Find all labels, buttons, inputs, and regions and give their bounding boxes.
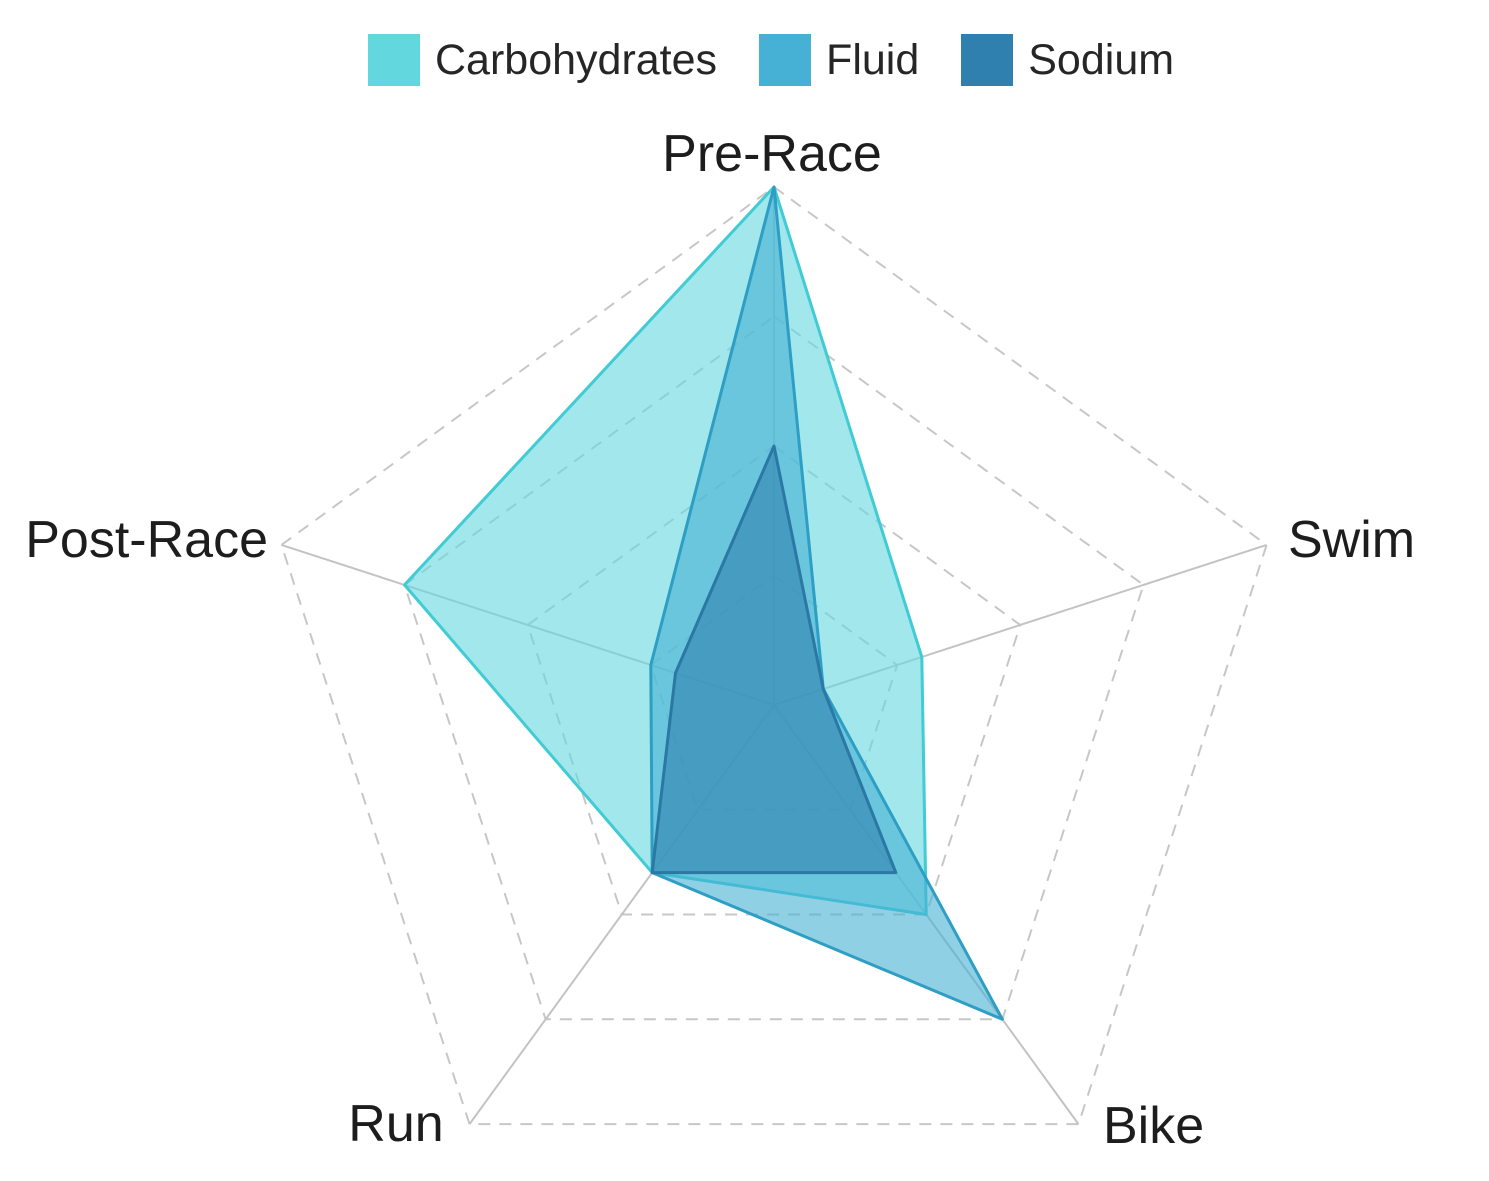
legend-label-fluid: Fluid	[826, 35, 920, 84]
sodium-swatch-icon	[961, 34, 1014, 86]
axis-label-pre-race: Pre-Race	[662, 125, 882, 183]
legend: Carbohydrates Fluid Sodium	[368, 34, 1174, 86]
legend-item-sodium[interactable]: Sodium	[961, 34, 1174, 86]
axis-label-swim: Swim	[1288, 511, 1416, 569]
legend-label-sodium: Sodium	[1028, 35, 1175, 84]
axis-label-bike: Bike	[1103, 1097, 1205, 1155]
legend-item-fluid[interactable]: Fluid	[759, 34, 919, 86]
axis-label-post-race: Post-Race	[25, 511, 268, 569]
legend-label-carbohydrates: Carbohydrates	[435, 35, 718, 84]
fluid-swatch-icon	[759, 34, 812, 86]
legend-item-carbohydrates[interactable]: Carbohydrates	[368, 34, 717, 86]
axis-label-run: Run	[348, 1095, 444, 1153]
carbohydrates-swatch-icon	[368, 34, 420, 86]
